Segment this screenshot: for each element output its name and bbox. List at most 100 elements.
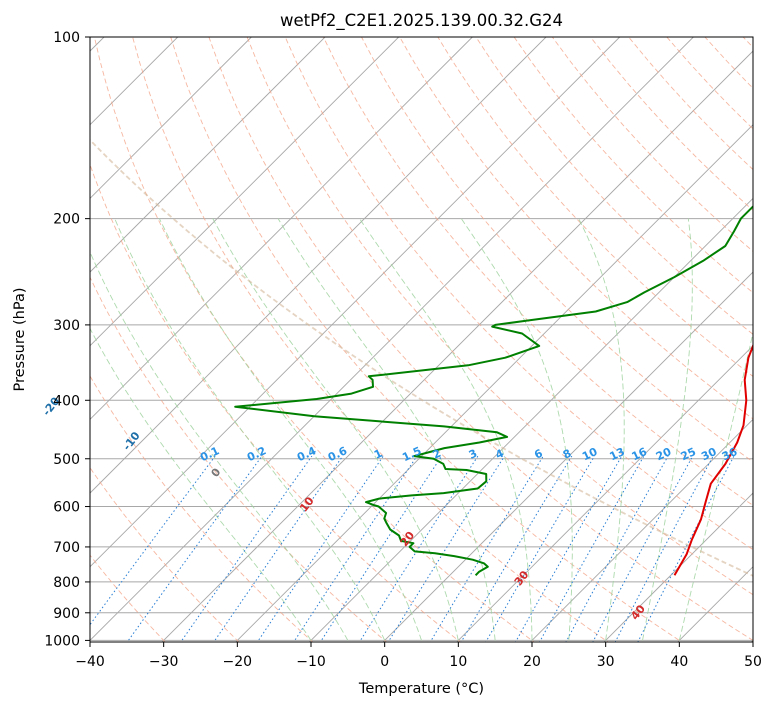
moist-adiabat-line bbox=[277, 218, 496, 641]
mixing-ratio-line bbox=[429, 455, 544, 642]
isotherm-line bbox=[750, 639, 753, 642]
mixing-ratio-label: 6 bbox=[532, 447, 545, 462]
x-tick-label: −20 bbox=[223, 654, 253, 670]
moist-adiabat-line bbox=[114, 218, 386, 641]
mixing-ratio-line bbox=[319, 455, 443, 642]
mixing-ratio-line bbox=[387, 455, 505, 642]
y-tick-label: 900 bbox=[53, 606, 80, 622]
mixing-ratio-label: 0.6 bbox=[326, 444, 349, 464]
x-tick-label: −10 bbox=[296, 654, 326, 670]
chart-title: wetPf2_C2E1.2025.139.00.32.G24 bbox=[280, 11, 563, 31]
y-axis-label: Pressure (hPa) bbox=[12, 287, 28, 391]
mixing-ratio-label: 16 bbox=[630, 445, 650, 463]
mixing-ratio-line bbox=[637, 455, 735, 642]
x-tick-label: 0 bbox=[380, 654, 389, 670]
temperature-profile-line bbox=[673, 343, 753, 576]
mixing-ratio-line bbox=[126, 455, 263, 642]
mixing-ratio-line bbox=[485, 455, 595, 642]
mixing-ratio-line bbox=[90, 455, 216, 626]
mixing-ratio-line bbox=[565, 455, 669, 642]
x-tick-label: 40 bbox=[670, 654, 688, 670]
isotherm-line bbox=[235, 124, 753, 642]
y-tick-label: 400 bbox=[53, 393, 80, 409]
isotherm-line bbox=[90, 37, 621, 568]
isotherm-line bbox=[161, 50, 753, 642]
dry-adiabat-line bbox=[90, 276, 388, 642]
isotherm-line bbox=[90, 37, 694, 642]
y-tick-label: 200 bbox=[53, 212, 80, 228]
mixing-ratio-line bbox=[460, 455, 573, 642]
dry-adiabat-label: 30 bbox=[512, 568, 532, 588]
y-tick-label: 1000 bbox=[44, 633, 80, 649]
isotherm-line bbox=[90, 37, 547, 494]
x-tick-label: 20 bbox=[523, 654, 541, 670]
dry-adiabat-label: -10 bbox=[120, 429, 143, 453]
x-tick-label: 30 bbox=[597, 654, 615, 670]
mixing-ratio-line bbox=[592, 455, 694, 642]
mixing-ratio-label: 10 bbox=[580, 445, 600, 463]
dry-adiabat-line bbox=[399, 37, 753, 420]
y-tick-label: 800 bbox=[53, 575, 80, 591]
moist-adiabat-line bbox=[578, 218, 625, 641]
dry-adiabat-line bbox=[246, 37, 753, 596]
mixing-ratio-label: 13 bbox=[608, 445, 627, 463]
moist-adiabat-line bbox=[642, 218, 693, 641]
moist-adiabat-line bbox=[460, 218, 573, 641]
moist-adiabat-line bbox=[212, 218, 459, 641]
mixing-ratio-line bbox=[538, 455, 645, 642]
dry-adiabat-line bbox=[90, 554, 166, 642]
y-tick-label: 600 bbox=[53, 500, 80, 516]
moist-adiabat-line bbox=[90, 251, 349, 641]
dry-adiabat-line bbox=[475, 37, 753, 335]
moist-adiabat-line bbox=[158, 218, 422, 641]
isotherm-line bbox=[90, 37, 473, 421]
mixing-ratio-label: 30 bbox=[699, 445, 719, 463]
dewpoint-profile-line bbox=[234, 205, 753, 576]
dry-adiabat-line bbox=[208, 37, 753, 641]
x-tick-label: 50 bbox=[744, 654, 762, 670]
dry-adiabat-line bbox=[551, 37, 753, 252]
dry-adiabat-line bbox=[513, 37, 753, 294]
x-tick-label: 10 bbox=[449, 654, 467, 670]
isotherm-line bbox=[382, 271, 753, 642]
isotherm-line bbox=[90, 37, 326, 273]
mixing-ratio-label: 25 bbox=[679, 445, 698, 463]
mixing-ratio-label: 3 bbox=[467, 447, 479, 462]
y-tick-label: 700 bbox=[53, 540, 80, 556]
y-tick-label: 100 bbox=[53, 30, 80, 46]
mixing-ratio-label: 1 bbox=[372, 447, 384, 462]
dry-adiabat-line bbox=[93, 37, 535, 642]
plot-frame bbox=[89, 36, 754, 643]
isotherm-line bbox=[529, 418, 753, 642]
reference-curve bbox=[90, 138, 753, 577]
mixing-ratio-line bbox=[358, 455, 479, 642]
dry-adiabat-label: 0 bbox=[209, 465, 224, 479]
mixing-ratio-line bbox=[514, 455, 623, 642]
dry-adiabat-line bbox=[322, 37, 753, 506]
mixing-ratio-label: 1.5 bbox=[400, 444, 423, 464]
mixing-ratio-line bbox=[256, 455, 384, 642]
x-axis-label: Temperature (°C) bbox=[358, 681, 484, 697]
isotherm-line bbox=[90, 37, 400, 347]
dry-adiabat-line bbox=[90, 466, 240, 642]
dry-adiabat-label: 20 bbox=[398, 529, 418, 549]
isotherm-line bbox=[90, 37, 252, 200]
mixing-ratio-line bbox=[180, 455, 313, 642]
moist-adiabat-line bbox=[90, 327, 312, 641]
x-tick-label: −40 bbox=[75, 654, 105, 670]
dry-adiabat-line bbox=[132, 37, 609, 642]
isotherm-line bbox=[603, 492, 753, 642]
moist-adiabat-line bbox=[678, 330, 753, 641]
dry-adiabat-line bbox=[704, 37, 753, 89]
moist-adiabat-line bbox=[359, 218, 533, 641]
y-tick-label: 500 bbox=[53, 452, 80, 468]
isotherm-line bbox=[456, 345, 753, 642]
y-tick-label: 300 bbox=[53, 318, 80, 334]
dry-adiabat-line bbox=[90, 375, 314, 642]
mixing-ratio-line bbox=[213, 455, 344, 642]
mixing-ratio-line bbox=[293, 455, 418, 642]
x-tick-label: −30 bbox=[149, 654, 179, 670]
mixing-ratio-label: 20 bbox=[654, 445, 674, 463]
dry-adiabat-line bbox=[90, 163, 462, 642]
